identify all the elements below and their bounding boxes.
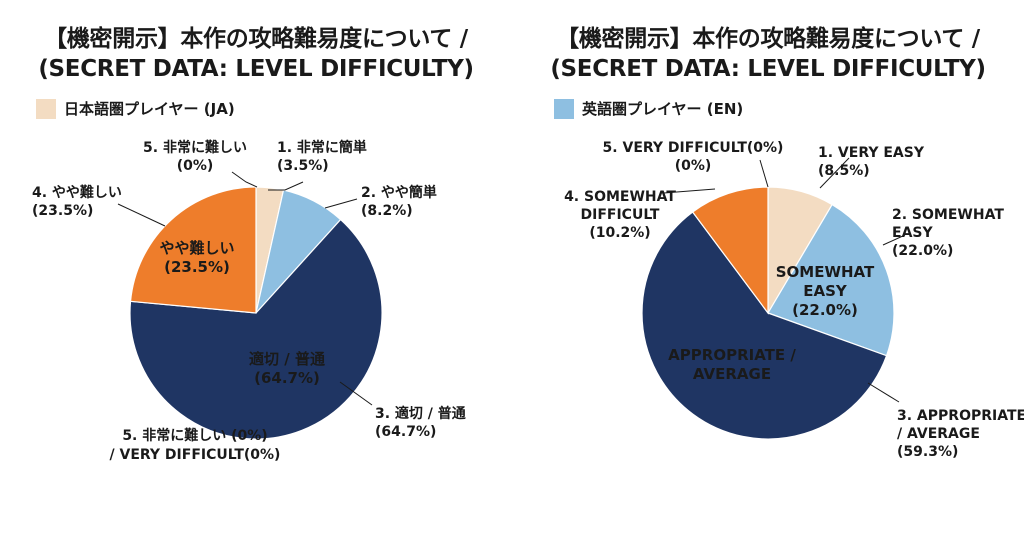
slice-label-3-line: 3. APPROPRIATE bbox=[897, 408, 1024, 424]
extra-label-line: 5. 非常に難しい (0%) bbox=[122, 427, 267, 444]
pie-slice-3 bbox=[641, 211, 888, 440]
slice-label-4-line: DIFFICULT bbox=[581, 207, 660, 223]
slice-inside-label-2-line: SOMEWHAT bbox=[776, 263, 875, 281]
pie-slice-3 bbox=[129, 218, 383, 440]
slice-inside-label-2-line: (22.0%) bbox=[792, 301, 858, 319]
slice-label-1: 1. 非常に簡単 (3.5%) bbox=[277, 139, 367, 174]
slice-inside-label-2-line: EASY bbox=[803, 282, 848, 300]
slice-label-2: 2. SOMEWHAT EASY (22.0%) bbox=[892, 207, 1004, 259]
slice-inside-label-3-line: AVERAGE bbox=[693, 365, 771, 383]
chart-title: 【機密開示】本作の攻略難易度について / bbox=[556, 26, 980, 52]
slice-label-3-line: 3. 適切 / 普通 bbox=[375, 405, 466, 422]
pie-slice-4 bbox=[129, 186, 257, 314]
leader-line-2 bbox=[324, 198, 358, 209]
slice-inside-label-4-line: (23.5%) bbox=[164, 258, 230, 276]
leader-line-3 bbox=[339, 381, 373, 406]
slice-label-2-line: (8.2%) bbox=[361, 203, 413, 219]
slice-label-4: 4. やや難しい (23.5%) bbox=[32, 184, 122, 219]
chart-panel-ja: 【機密開示】本作の攻略難易度について / (SECRET DATA: LEVEL… bbox=[32, 26, 474, 463]
slice-label-2: 2. やや簡単 (8.2%) bbox=[361, 184, 437, 219]
extra-label: 5. 非常に難しい (0%) / VERY DIFFICULT(0%) bbox=[110, 427, 281, 463]
leader-line-2 bbox=[882, 234, 906, 246]
slice-label-2-line: 2. SOMEWHAT bbox=[892, 207, 1004, 223]
legend-label: 英語圏プレイヤー (EN) bbox=[582, 100, 744, 118]
slice-label-3-line: (59.3%) bbox=[897, 444, 958, 460]
pie-slice-4 bbox=[691, 186, 769, 315]
leader-line-4 bbox=[117, 203, 166, 227]
slice-label-5-line: 5. 非常に難しい bbox=[143, 139, 247, 156]
legend-label: 日本語圏プレイヤー (JA) bbox=[64, 100, 235, 118]
pie-chart-en: 1. VERY EASY (8.5%)2. SOMEWHAT EASY (22.0%)… bbox=[564, 140, 1024, 460]
slice-label-3-line: / AVERAGE bbox=[897, 426, 980, 442]
slice-inside-label-4: やや難しい(23.5%) bbox=[159, 239, 234, 276]
leader-line-5 bbox=[231, 171, 258, 188]
slice-label-1-line: (3.5%) bbox=[277, 158, 329, 174]
slice-label-5: 5. VERY DIFFICULT(0%) (0%) bbox=[603, 140, 784, 174]
slice-label-3: 3. 適切 / 普通 (64.7%) bbox=[375, 405, 466, 440]
slice-label-3-line: (64.7%) bbox=[375, 424, 436, 440]
leader-line-4 bbox=[663, 188, 716, 194]
legend-swatch bbox=[36, 98, 56, 119]
slice-inside-label-3-line: APPROPRIATE / bbox=[668, 346, 796, 364]
chart-panel-en: 【機密開示】本作の攻略難易度について / (SECRET DATA: LEVEL… bbox=[512, 0, 1024, 559]
chart-subtitle: (SECRET DATA: LEVEL DIFFICULTY) bbox=[38, 56, 474, 82]
slice-inside-label-3: APPROPRIATE / AVERAGE bbox=[668, 346, 796, 383]
slice-label-4-line: 4. やや難しい bbox=[32, 184, 122, 201]
slice-label-4-line: (23.5%) bbox=[32, 203, 93, 219]
slice-label-3: 3. APPROPRIATE / AVERAGE (59.3%) bbox=[897, 408, 1024, 460]
slice-label-5-line: 5. VERY DIFFICULT(0%) bbox=[603, 140, 784, 156]
slice-label-4-line: 4. SOMEWHAT bbox=[564, 189, 676, 205]
legend-swatch bbox=[554, 98, 574, 119]
chart-subtitle: (SECRET DATA: LEVEL DIFFICULTY) bbox=[550, 56, 986, 82]
pie-chart-ja: 1. 非常に簡単 (3.5%) 2. やや簡単 (8.2%) 3. 適切 / 普通 (64… bbox=[32, 139, 466, 463]
leader-line-5 bbox=[759, 159, 769, 188]
slice-label-1-line: 1. VERY EASY bbox=[818, 145, 925, 161]
slice-inside-label-3: 適切 / 普通(64.7%) bbox=[249, 350, 325, 387]
slice-inside-label-3-line: (64.7%) bbox=[254, 369, 320, 387]
slice-label-1-line: 1. 非常に簡単 bbox=[277, 139, 367, 156]
slice-label-2-line: (22.0%) bbox=[892, 243, 953, 259]
slice-inside-label-2: SOMEWHAT EASY (22.0%) bbox=[776, 263, 875, 319]
slice-label-4: 4. SOMEWHAT DIFFICULT (10.2%) bbox=[564, 189, 676, 241]
slice-label-5-line: (0%) bbox=[177, 158, 214, 174]
legend: 英語圏プレイヤー (EN) bbox=[554, 98, 743, 119]
slice-label-1: 1. VERY EASY (8.5%) bbox=[818, 145, 925, 179]
leader-line-3 bbox=[867, 382, 900, 403]
slice-label-4-line: (10.2%) bbox=[589, 225, 650, 241]
slice-inside-label-3-line: 適切 / 普通 bbox=[249, 350, 325, 368]
slice-inside-label-4-line: やや難しい bbox=[159, 239, 234, 257]
leader-line-1 bbox=[268, 181, 304, 191]
slice-label-2-line: EASY bbox=[892, 225, 933, 241]
slice-label-5-line: (0%) bbox=[675, 158, 712, 174]
legend: 日本語圏プレイヤー (JA) bbox=[36, 98, 235, 119]
extra-label-line: / VERY DIFFICULT(0%) bbox=[110, 447, 281, 463]
slice-label-5: 5. 非常に難しい (0%) bbox=[143, 139, 247, 174]
slice-label-1-line: (8.5%) bbox=[818, 163, 870, 179]
chart-title: 【機密開示】本作の攻略難易度について / bbox=[44, 26, 468, 52]
leader-line-1 bbox=[819, 157, 850, 189]
pie-slice-2 bbox=[767, 203, 895, 357]
slice-label-2-line: 2. やや簡単 bbox=[361, 184, 437, 201]
